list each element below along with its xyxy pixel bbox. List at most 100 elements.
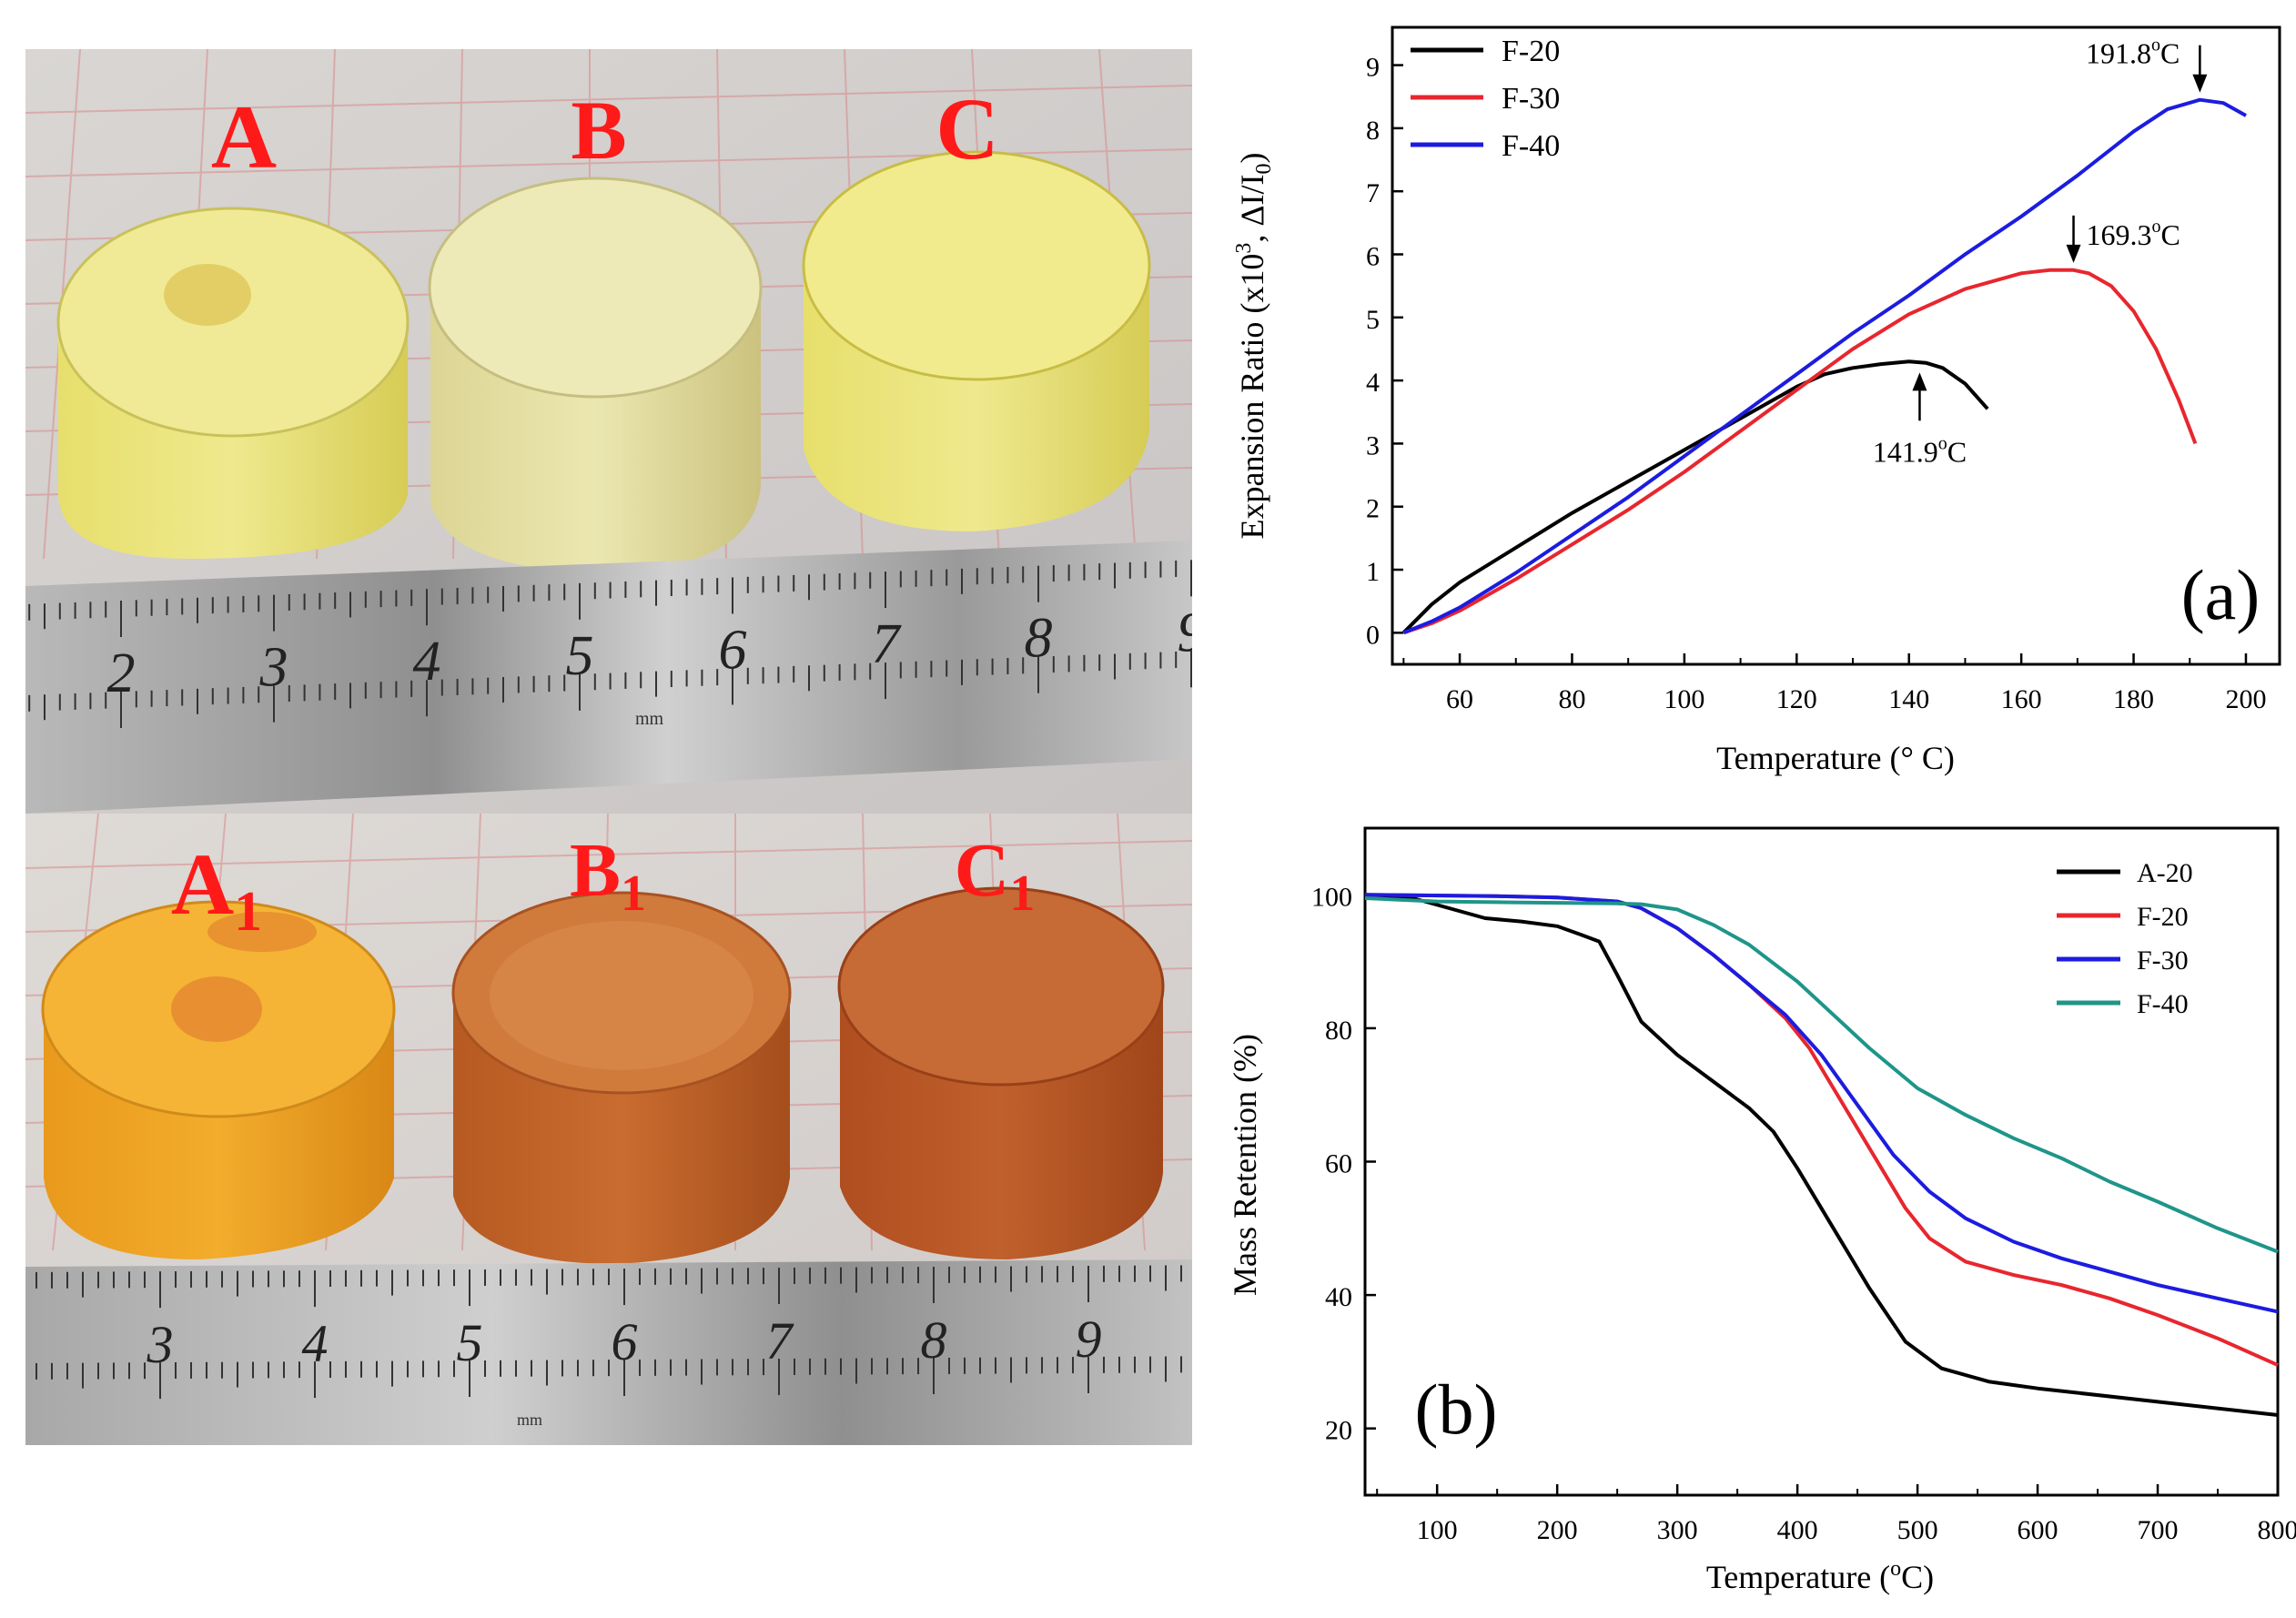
sample-label-c1-sub: 1 — [1009, 865, 1035, 922]
chart-a-annotation-label: 169.3oC — [2087, 217, 2180, 251]
ruler-bottom-number: 4 — [302, 1314, 329, 1373]
chart-a-ylabel-sub: 0 — [1252, 163, 1276, 174]
chart-a-xtick-label: 100 — [1664, 684, 1704, 714]
chart-a-annotation-arrowhead — [1912, 372, 1927, 390]
chart-b-legend-label: F-40 — [2137, 989, 2189, 1019]
annotation-value: 141.9 — [1873, 435, 1938, 468]
chart-a-xtick-label: 80 — [1558, 684, 1585, 714]
chart-b-xlabel-sup: o — [1890, 1557, 1901, 1581]
chart-a-legend-label: F-20 — [1502, 35, 1560, 68]
sample-label-b1-sub: 1 — [621, 865, 646, 922]
chart-a-annotation-label: 191.8oC — [2086, 35, 2180, 70]
chart-a-ylabel-part: Expansion Ratio (x10 — [1234, 254, 1270, 540]
chart-a-xtick-label: 160 — [2001, 684, 2042, 714]
ruler-bottom-number: 9 — [1076, 1310, 1102, 1369]
sample-a-cylinder — [58, 208, 408, 559]
chart-a-ytick-label: 3 — [1366, 430, 1380, 460]
chart-a-xtick-label: 200 — [2225, 684, 2266, 714]
chart-a-ytick-label: 2 — [1366, 494, 1380, 524]
annotation-value: 191.8 — [2086, 37, 2151, 70]
chart-a-ytick-label: 8 — [1366, 116, 1380, 146]
chart-b-xtick-label: 200 — [1537, 1515, 1578, 1545]
chart-b-ytick-label: 100 — [1311, 882, 1352, 912]
chart-b-xlabel: Temperature (oC) — [1706, 1557, 1934, 1595]
chart-a-ylabel-part: , ΔI/I — [1234, 174, 1270, 242]
chart-b-xlabel-part: C) — [1901, 1559, 1934, 1595]
chart-a-ytick-label: 4 — [1366, 368, 1380, 398]
annotation-degree: o — [2151, 35, 2160, 56]
ruler-top-number: 6 — [719, 619, 747, 681]
chart-a-series-f-40 — [1403, 100, 2246, 633]
chart-a-xtick-label: 120 — [1776, 684, 1817, 714]
ruler-bottom-number: 3 — [147, 1315, 174, 1374]
chart-b-xtick-label: 100 — [1417, 1515, 1458, 1545]
annotation-unit: C — [1947, 435, 1967, 468]
ruler-bottom-number: 7 — [766, 1311, 794, 1370]
chart-a-series-f-30 — [1403, 270, 2195, 633]
chart-a-panel-label: (a) — [2181, 555, 2261, 634]
chart-a-ylabel-sup: 3 — [1232, 243, 1256, 254]
chart-a-legend-label: F-40 — [1502, 129, 1560, 163]
sample-a1-cylinder — [43, 902, 394, 1259]
sample-b1-cylinder — [453, 893, 790, 1264]
ruler-top-number: 7 — [872, 613, 903, 675]
chart-b-xlabel-part: Temperature ( — [1706, 1559, 1890, 1595]
chart-b-xtick-label: 600 — [2018, 1515, 2058, 1545]
chart-b-xtick-label: 400 — [1777, 1515, 1818, 1545]
ruler-top-number: 5 — [566, 625, 594, 687]
annotation-degree: o — [2152, 217, 2161, 237]
sample-b-cylinder — [430, 178, 761, 572]
chart-b-xtick-label: 700 — [2138, 1515, 2179, 1545]
ruler-bottom-number: 5 — [457, 1313, 483, 1372]
sample-label-b1-main: B — [570, 828, 621, 913]
ruler-top-number: 3 — [259, 637, 288, 699]
annotation-unit: C — [2161, 218, 2180, 251]
chart-a-ytick-label: 9 — [1366, 53, 1380, 83]
ruler-top-number: 2 — [107, 642, 136, 704]
ruler-top-number: 4 — [413, 631, 441, 693]
sample-label-a1-sub: 1 — [234, 881, 262, 943]
chart-b-ytick-label: 80 — [1325, 1016, 1352, 1046]
chart-a-annotation-label: 141.9oC — [1873, 433, 1967, 468]
chart-a-ytick-label: 0 — [1366, 620, 1380, 650]
chart-a-ytick-label: 7 — [1366, 178, 1380, 208]
chart-a-legend-label: F-30 — [1502, 82, 1560, 116]
chart-a-xtick-label: 140 — [1888, 684, 1929, 714]
annotation-unit: C — [2160, 37, 2180, 70]
chart-a-annotation-arrowhead — [2192, 75, 2207, 93]
chart-b-ytick-label: 20 — [1325, 1416, 1352, 1446]
chart-b-legend-label: F-20 — [2137, 902, 2189, 932]
chart-a-xtick-label: 60 — [1446, 684, 1473, 714]
sample-c-cylinder — [804, 152, 1149, 531]
annotation-degree: o — [1938, 433, 1947, 453]
chart-a-ylabel-part: ) — [1234, 152, 1270, 163]
chart-b-xtick-label: 500 — [1897, 1515, 1938, 1545]
chart-a-ylabel: Expansion Ratio (x103, ΔI/I0) — [1232, 152, 1276, 539]
ruler-top-number: 8 — [1025, 608, 1053, 670]
sample-label-a: A — [211, 86, 277, 187]
sample-c1-cylinder — [839, 888, 1163, 1259]
sample-label-c1-main: C — [955, 828, 1010, 913]
ruler-bottom-number: 6 — [612, 1312, 638, 1371]
chart-a-annotation-arrowhead — [2067, 245, 2081, 263]
chart-a-ytick-label: 1 — [1366, 557, 1380, 587]
chart-b-xtick-label: 800 — [2258, 1515, 2296, 1545]
chart-b-ytick-label: 60 — [1325, 1149, 1352, 1179]
chart-b-legend-label: F-30 — [2137, 946, 2189, 976]
chart-a-ytick-label: 5 — [1366, 305, 1380, 335]
ruler-top-number: 9 — [1178, 602, 1193, 663]
annotation-value: 169.3 — [2087, 218, 2152, 251]
chart-a-ytick-label: 6 — [1366, 242, 1380, 272]
chart-b-legend-label: A-20 — [2137, 858, 2193, 888]
sample-label-c: C — [936, 80, 998, 177]
chart-a-xlabel: Temperature (° C) — [1716, 740, 1955, 776]
sample-label-a1-main: A — [171, 835, 234, 933]
